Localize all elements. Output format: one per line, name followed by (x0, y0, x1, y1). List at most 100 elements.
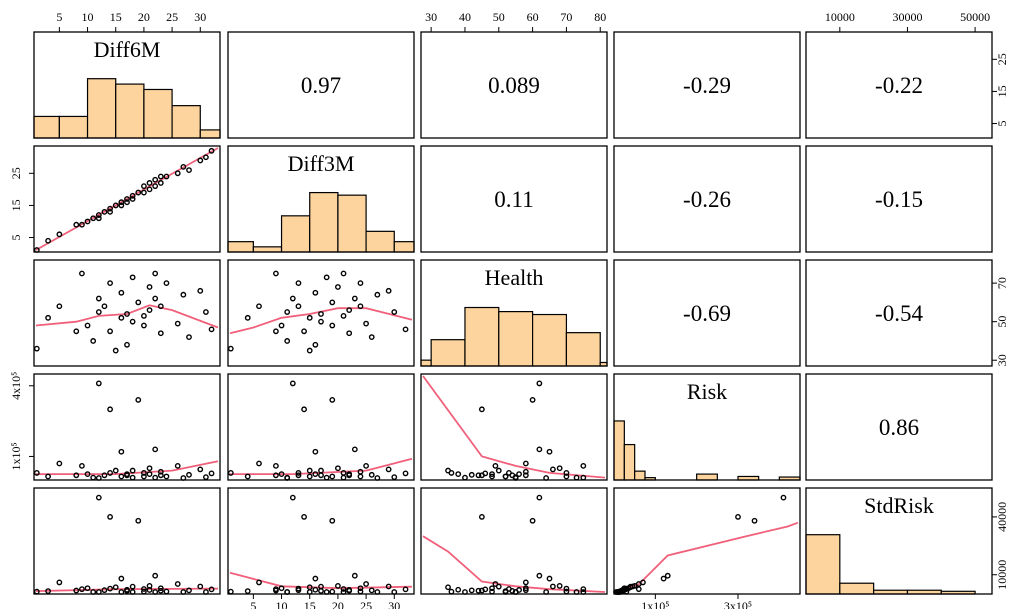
point-Risk-vs-Diff3M-2 (273, 472, 279, 479)
point-StdRisk-vs-Diff3M-14 (312, 586, 319, 593)
point-Health-vs-Diff3M-12 (306, 314, 313, 321)
smoother-Risk-vs-Health (422, 375, 606, 479)
point-Risk-vs-Diff3M-15 (318, 472, 324, 479)
point-StdRisk-vs-Health-10 (478, 514, 485, 520)
point-Health-vs-Diff3M-13 (312, 289, 319, 296)
point-Risk-vs-Diff3M-31 (385, 466, 392, 473)
point-Diff3M-vs-Diff6M-13 (118, 199, 125, 206)
point-Diff3M-vs-Diff6M-3 (79, 221, 85, 228)
point-Risk-vs-Diff6M-5 (90, 474, 97, 481)
histogram-bar-Diff3M-2 (280, 215, 311, 253)
point-Risk-vs-Diff3M-27 (357, 473, 364, 480)
point-Risk-vs-Health-33 (482, 470, 489, 477)
panel-frame-2-4 (805, 259, 993, 367)
tick-label-top-Health-3: 60 (527, 10, 539, 24)
point-Risk-vs-Health-26 (522, 468, 529, 475)
point-Health-vs-Diff3M-22 (346, 307, 353, 314)
point-Diff3M-vs-Diff6M-14 (124, 199, 130, 206)
point-Health-vs-Diff3M-20 (340, 312, 347, 319)
point-StdRisk-vs-Diff3M-18 (329, 517, 336, 524)
tick-label-bottom-Diff3M-5: 30 (388, 599, 400, 609)
point-Risk-vs-Health-32 (512, 474, 519, 481)
point-Risk-vs-Diff6M-15 (124, 472, 130, 479)
histogram-bar-Risk-0 (613, 420, 625, 481)
point-Health-vs-Diff6M-29 (180, 291, 187, 298)
point-Risk-vs-Diff3M-0 (227, 470, 234, 476)
point-Risk-vs-Diff3M-18 (329, 397, 336, 403)
point-StdRisk-vs-Diff3M-0 (227, 588, 234, 595)
point-Health-vs-Diff3M-1 (244, 314, 251, 321)
tick-label-top-Health-0: 30 (425, 10, 437, 24)
point-StdRisk-vs-Diff3M-33 (402, 586, 409, 593)
point-StdRisk-vs-Diff6M-26 (157, 585, 164, 592)
tick-label-top-StdRisk-1: 30000 (892, 10, 922, 24)
point-StdRisk-vs-Risk-33 (622, 586, 629, 593)
correlation-Diff6M-Risk: -0.29 (683, 73, 731, 98)
histogram-layer (33, 78, 976, 595)
tick-label-left-Risk-1: 4x10⁵ (9, 372, 23, 400)
point-Risk-vs-Diff3M-4 (278, 471, 285, 478)
point-Diff3M-vs-Diff6M-6 (95, 215, 102, 222)
point-StdRisk-vs-Diff6M-27 (163, 588, 170, 595)
point-Risk-vs-Diff3M-28 (363, 462, 369, 469)
point-Health-vs-Diff3M-27 (357, 280, 364, 287)
panel-frame-1-4 (805, 145, 993, 253)
tick-label-top-Diff6M-3: 20 (138, 10, 150, 24)
point-Risk-vs-Health-8 (522, 472, 529, 479)
point-StdRisk-vs-Diff6M-13 (118, 575, 125, 582)
point-Health-vs-Diff3M-8 (295, 303, 302, 310)
tick-label-top-StdRisk-0: 10000 (825, 10, 855, 24)
point-Risk-vs-Diff3M-17 (318, 467, 324, 474)
tick-label-top-StdRisk-2: 50000 (960, 10, 990, 24)
point-StdRisk-vs-Diff3M-24 (351, 572, 358, 579)
point-Risk-vs-Diff6M-7 (95, 380, 102, 387)
point-Diff3M-vs-Diff6M-2 (73, 221, 80, 228)
point-Health-vs-Diff3M-11 (306, 347, 313, 354)
panel-frame-3-1 (227, 373, 415, 481)
point-Health-vs-Diff6M-33 (208, 326, 215, 333)
point-Health-vs-Diff3M-19 (329, 322, 336, 329)
panel-frame-2-3 (613, 259, 801, 367)
point-Risk-vs-Diff6M-30 (186, 471, 192, 478)
point-Health-vs-Diff3M-4 (278, 322, 285, 329)
tick-label-right-StdRisk-0: 10000 (995, 560, 1009, 590)
histogram-bar-Health-0 (420, 359, 432, 367)
tick-label-right-Diff6M-2: 25 (995, 53, 1009, 65)
histogram-bar-Risk-5 (696, 473, 718, 481)
tick-label-right-Diff6M-1: 15 (995, 85, 1009, 97)
histogram-bar-Diff6M-1 (58, 115, 89, 139)
point-Risk-vs-Diff6M-13 (118, 448, 125, 455)
point-Diff3M-vs-Diff6M-31 (197, 157, 204, 164)
point-Health-vs-Diff6M-9 (107, 280, 113, 287)
point-Risk-vs-Diff3M-14 (312, 471, 319, 478)
point-Risk-vs-Health-24 (536, 446, 543, 453)
panel-frame-4-0 (33, 487, 221, 595)
point-Risk-vs-Health-11 (445, 467, 451, 474)
tick-label-top-Diff6M-2: 15 (110, 10, 122, 24)
point-StdRisk-vs-Diff6M-4 (84, 585, 91, 592)
point-Risk-vs-Diff6M-20 (141, 470, 147, 476)
point-Health-vs-Diff6M-19 (141, 322, 147, 329)
point-Health-vs-Diff6M-21 (146, 284, 153, 290)
point-StdRisk-vs-Diff6M-25 (157, 587, 164, 594)
point-Diff3M-vs-Diff6M-30 (186, 167, 192, 173)
tick-label-left-Diff3M-1: 15 (9, 199, 23, 211)
point-Risk-vs-Health-20 (506, 470, 512, 476)
point-Diff3M-vs-Diff6M-27 (163, 173, 170, 180)
point-Health-vs-Diff6M-6 (95, 309, 102, 315)
smoother-layer (35, 147, 799, 593)
tick-label-top-Diff6M-5: 30 (194, 10, 206, 24)
point-Diff3M-vs-Diff6M-9 (107, 208, 113, 215)
histogram-bar-Health-3 (498, 311, 534, 367)
point-Risk-vs-Health-18 (529, 397, 536, 403)
correlation-Diff3M-StdRisk: -0.15 (875, 187, 923, 212)
point-StdRisk-vs-Diff3M-21 (335, 583, 341, 589)
tick-label-top-Health-5: 80 (594, 10, 606, 24)
point-StdRisk-vs-Risk-10 (735, 514, 741, 520)
point-Risk-vs-Health-16 (573, 474, 580, 481)
point-StdRisk-vs-Diff6M-24 (152, 572, 159, 579)
histogram-bar-Risk-2 (634, 470, 646, 481)
point-StdRisk-vs-Diff3M-13 (312, 575, 319, 582)
point-Health-vs-Diff6M-16 (129, 274, 136, 281)
